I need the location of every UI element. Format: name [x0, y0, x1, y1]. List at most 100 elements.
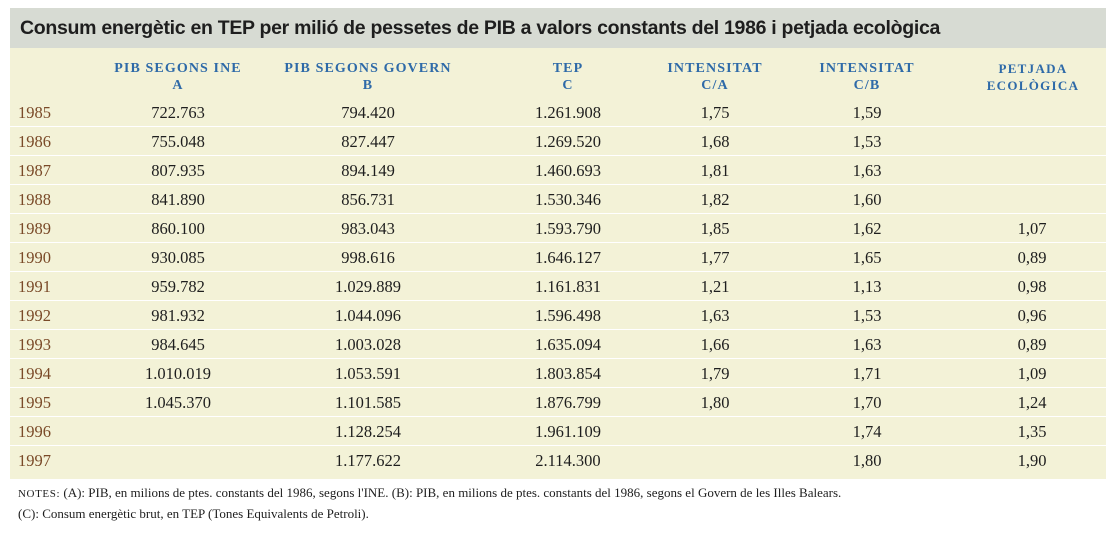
table-row: 1987 807.935 894.149 1.460.693 1,81 1,63 — [10, 156, 1106, 185]
pib-govern-cell: 1.044.096 — [335, 306, 401, 325]
table-row: 1991 959.782 1.029.889 1.161.831 1,21 1,… — [10, 272, 1106, 301]
table-row: 1996 1.128.254 1.961.109 1,74 1,35 — [10, 417, 1106, 446]
table-title: Consum energètic en TEP per milió de pes… — [20, 16, 941, 39]
header-pib-ine: PIB SEGONS INE A — [106, 60, 250, 94]
pib-govern-cell: 794.420 — [341, 103, 395, 122]
table-row: 1995 1.045.370 1.101.585 1.876.799 1,80 … — [10, 388, 1106, 417]
table-row: 1989 860.100 983.043 1.593.790 1,85 1,62… — [10, 214, 1106, 243]
header-pib-govern-label: PIB SEGONS GOVERN — [284, 61, 452, 76]
year-cell: 1991 — [18, 277, 51, 296]
header-pib-ine-label: PIB SEGONS INE — [114, 61, 242, 76]
row-divider — [10, 126, 1106, 127]
notes-label: NOTES: — [18, 488, 61, 500]
table-row: 1997 1.177.622 2.114.300 1,80 1,90 — [10, 446, 1106, 475]
petjada-cell: 0,98 — [1017, 277, 1047, 296]
petjada-cell: 1,24 — [1017, 393, 1047, 412]
pib-govern-cell: 1.101.585 — [335, 393, 401, 412]
pib-govern-cell: 1.177.622 — [335, 451, 401, 470]
intensitat-cb-cell: 1,53 — [852, 132, 882, 151]
header-intensitat-cb-label: INTENSITAT — [819, 61, 915, 76]
year-cell: 1988 — [18, 190, 51, 209]
header-petjada-sublabel: ECOLÒGICA — [986, 78, 1080, 93]
pib-govern-cell: 827.447 — [341, 132, 395, 151]
pib-ine-cell: 981.932 — [151, 306, 205, 325]
tep-cell: 1.596.498 — [535, 306, 601, 325]
year-cell: 1994 — [18, 364, 51, 383]
tep-cell: 1.635.094 — [535, 335, 601, 354]
intensitat-ca-cell: 1,75 — [700, 103, 730, 122]
tep-cell: 1.460.693 — [535, 161, 601, 180]
table-row: 1986 755.048 827.447 1.269.520 1,68 1,53 — [10, 127, 1106, 156]
pib-ine-cell: 807.935 — [151, 161, 205, 180]
title-bar: Consum energètic en TEP per milió de pes… — [10, 8, 1106, 48]
header-intensitat-ca-label: INTENSITAT — [667, 61, 763, 76]
notes-text-2: (C): Consum energètic brut, en TEP (Tone… — [18, 506, 369, 521]
petjada-cell: 0,89 — [1017, 335, 1047, 354]
header-petjada: PETJADA ECOLÒGICA — [978, 60, 1088, 94]
header-petjada-label: PETJADA — [998, 61, 1068, 76]
year-cell: 1997 — [18, 451, 51, 470]
table-row: 1990 930.085 998.616 1.646.127 1,77 1,65… — [10, 243, 1106, 272]
header-intensitat-ca-code: C/A — [701, 78, 729, 93]
pib-govern-cell: 1.128.254 — [335, 422, 401, 441]
intensitat-ca-cell: 1,80 — [700, 393, 730, 412]
header-intensitat-cb: INTENSITAT C/B — [807, 60, 927, 94]
intensitat-cb-cell: 1,60 — [852, 190, 882, 209]
tep-cell: 1.803.854 — [535, 364, 601, 383]
intensitat-cb-cell: 1,74 — [852, 422, 882, 441]
pib-ine-cell: 959.782 — [151, 277, 205, 296]
tep-cell: 1.269.520 — [535, 132, 601, 151]
row-divider — [10, 184, 1106, 185]
row-divider — [10, 300, 1106, 301]
year-cell: 1989 — [18, 219, 51, 238]
row-divider — [10, 387, 1106, 388]
row-divider — [10, 155, 1106, 156]
intensitat-cb-cell: 1,63 — [852, 161, 882, 180]
intensitat-cb-cell: 1,53 — [852, 306, 882, 325]
pib-ine-cell: 860.100 — [151, 219, 205, 238]
intensitat-ca-cell: 1,82 — [700, 190, 730, 209]
intensitat-cb-cell: 1,80 — [852, 451, 882, 470]
year-cell: 1993 — [18, 335, 51, 354]
header-pib-govern: PIB SEGONS GOVERN B — [274, 60, 462, 94]
tep-cell: 1.530.346 — [535, 190, 601, 209]
petjada-cell: 1,09 — [1017, 364, 1047, 383]
year-cell: 1995 — [18, 393, 51, 412]
intensitat-ca-cell: 1,77 — [700, 248, 730, 267]
intensitat-ca-cell: 1,66 — [700, 335, 730, 354]
pib-ine-cell: 930.085 — [151, 248, 205, 267]
intensitat-ca-cell: 1,85 — [700, 219, 730, 238]
pib-ine-cell: 755.048 — [151, 132, 205, 151]
header-intensitat-cb-code: C/B — [853, 78, 881, 93]
intensitat-cb-cell: 1,63 — [852, 335, 882, 354]
pib-govern-cell: 856.731 — [341, 190, 395, 209]
tep-cell: 1.646.127 — [535, 248, 601, 267]
tep-cell: 1.161.831 — [535, 277, 601, 296]
intensitat-ca-cell: 1,63 — [700, 306, 730, 325]
intensitat-cb-cell: 1,65 — [852, 248, 882, 267]
notes-line-1: NOTES: (A): PIB, en milions de ptes. con… — [18, 483, 1098, 504]
table-row: 1994 1.010.019 1.053.591 1.803.854 1,79 … — [10, 359, 1106, 388]
tep-cell: 1.261.908 — [535, 103, 601, 122]
data-table: PIB SEGONS INE A PIB SEGONS GOVERN B TEP… — [10, 48, 1106, 479]
intensitat-ca-cell: 1,81 — [700, 161, 730, 180]
header-tep-label: TEP — [552, 61, 584, 76]
row-divider — [10, 242, 1106, 243]
intensitat-ca-cell: 1,21 — [700, 277, 730, 296]
petjada-cell: 1,35 — [1017, 422, 1047, 441]
intensitat-cb-cell: 1,71 — [852, 364, 882, 383]
table-row: 1992 981.932 1.044.096 1.596.498 1,63 1,… — [10, 301, 1106, 330]
intensitat-ca-cell: 1,79 — [700, 364, 730, 383]
pib-ine-cell: 984.645 — [151, 335, 205, 354]
intensitat-cb-cell: 1,62 — [852, 219, 882, 238]
petjada-cell: 0,89 — [1017, 248, 1047, 267]
petjada-cell: 1,90 — [1017, 451, 1047, 470]
year-cell: 1990 — [18, 248, 51, 267]
row-divider — [10, 271, 1106, 272]
year-cell: 1986 — [18, 132, 51, 151]
table-row: 1988 841.890 856.731 1.530.346 1,82 1,60 — [10, 185, 1106, 214]
pib-govern-cell: 894.149 — [341, 161, 395, 180]
table-row: 1985 722.763 794.420 1.261.908 1,75 1,59 — [10, 98, 1106, 127]
row-divider — [10, 416, 1106, 417]
pib-ine-cell: 841.890 — [151, 190, 205, 209]
